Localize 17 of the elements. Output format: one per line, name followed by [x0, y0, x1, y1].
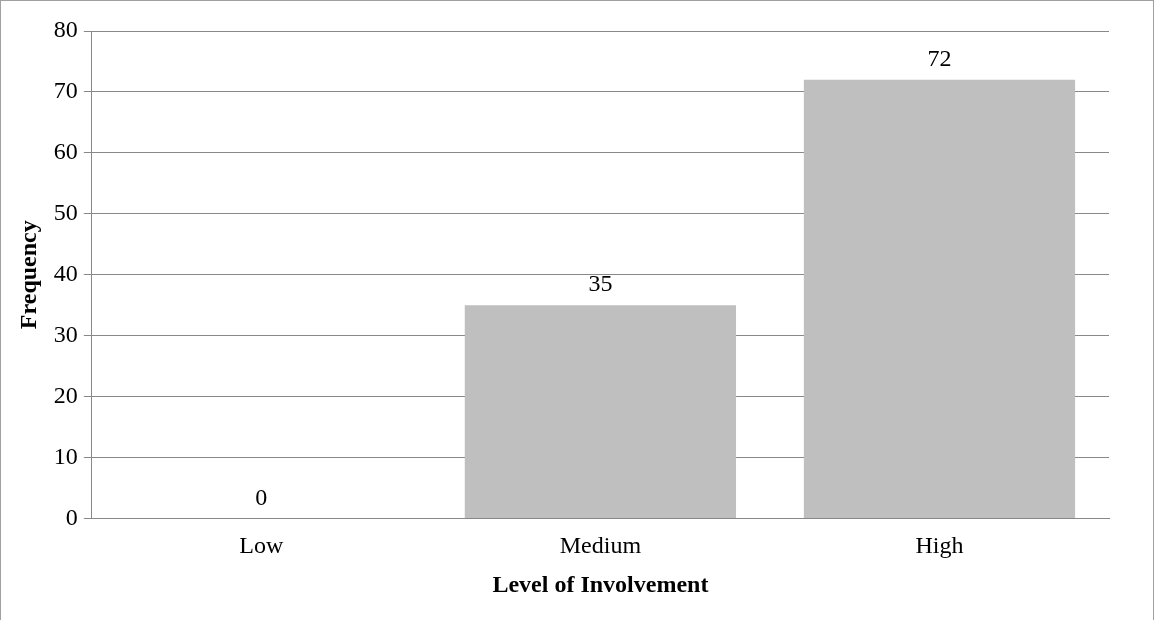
- data-label: 72: [927, 45, 952, 72]
- y-tick-label: 30: [53, 320, 78, 347]
- y-tick-label: 0: [65, 503, 78, 530]
- y-axis-title: Frequency: [14, 220, 41, 330]
- y-tick-label: 20: [53, 381, 78, 408]
- y-tick-label: 80: [53, 16, 78, 43]
- y-tick-label: 50: [53, 199, 78, 226]
- y-tick-label: 10: [53, 442, 78, 469]
- y-tick-label: 40: [53, 260, 78, 286]
- data-label: 0: [255, 483, 268, 510]
- y-tick-label: 60: [53, 138, 78, 165]
- data-label: 35: [588, 270, 613, 297]
- y-tick-label: 70: [53, 77, 78, 104]
- x-tick-label: Low: [239, 532, 284, 559]
- x-axis-title: Level of Involvement: [492, 570, 709, 597]
- x-tick-label: Medium: [559, 532, 642, 559]
- x-tick-label: High: [915, 532, 964, 559]
